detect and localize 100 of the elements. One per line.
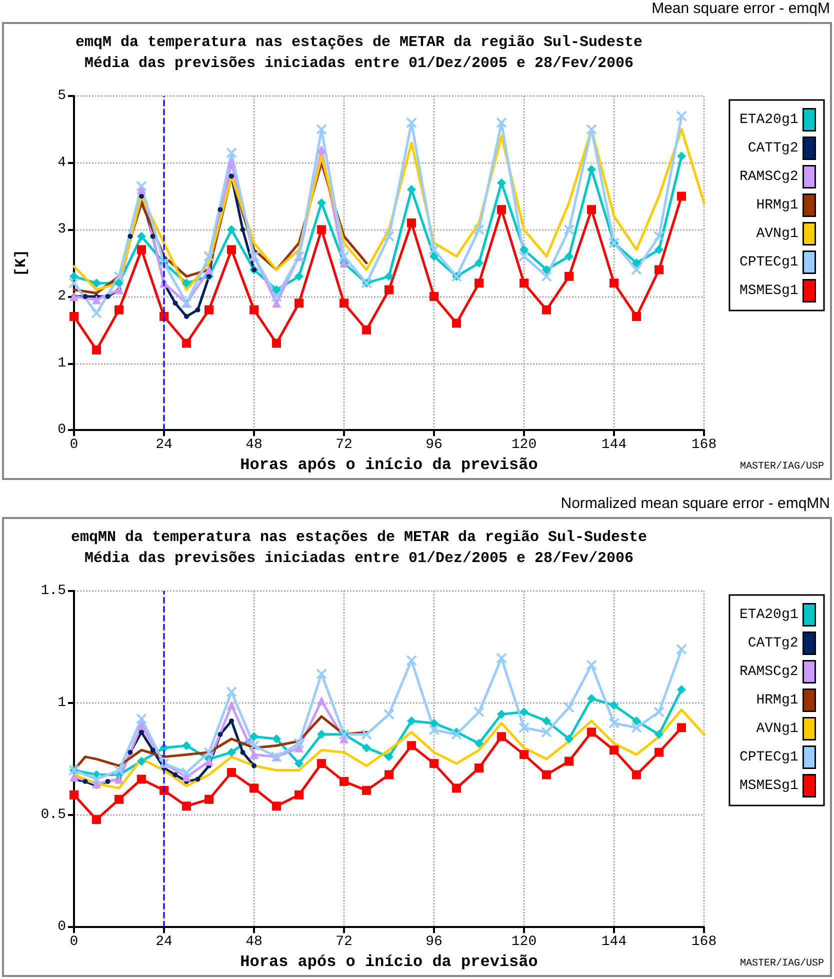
point <box>631 722 642 734</box>
point <box>677 152 686 161</box>
point <box>252 763 256 768</box>
point <box>340 298 348 308</box>
point <box>92 345 101 354</box>
chart-subtitle: Média das previsões iniciadas entre 01/Dez/2005 e 28/Fev/2006 <box>84 550 634 567</box>
legend-label: MSMESg1 <box>739 282 798 299</box>
legend-label: CATTg2 <box>748 140 798 156</box>
point <box>407 741 416 750</box>
point <box>271 290 282 302</box>
y-tick-label: 0 <box>58 919 66 936</box>
point <box>361 728 372 740</box>
point <box>497 732 506 742</box>
y-tick-label: 2 <box>58 288 66 304</box>
point <box>542 305 551 314</box>
point <box>105 294 110 299</box>
x-tick-label: 96 <box>426 934 442 950</box>
point <box>204 250 214 262</box>
x-tick-label: 0 <box>70 934 78 950</box>
legend-label: RAMSCg2 <box>739 168 798 185</box>
point <box>384 272 394 281</box>
y-tick-label: 1.5 <box>40 583 66 599</box>
point <box>272 285 281 294</box>
point <box>91 308 102 319</box>
legend-label: AVNg1 <box>756 226 798 242</box>
point <box>250 750 258 760</box>
point <box>114 764 124 776</box>
point <box>610 746 618 755</box>
point <box>70 312 78 322</box>
point <box>406 117 417 128</box>
point <box>520 245 528 254</box>
chart-subtitle: Média das previsões iniciadas entre 01/Dez/2005 e 28/Fev/2006 <box>84 55 634 72</box>
point <box>114 278 124 288</box>
point <box>137 756 146 766</box>
x-tick-label: 24 <box>156 934 172 950</box>
point <box>128 750 133 755</box>
point <box>497 710 506 719</box>
legend-label: CATTg2 <box>748 635 798 652</box>
point <box>677 192 686 201</box>
point <box>294 738 304 749</box>
point <box>204 265 214 274</box>
x-tick-label: 48 <box>246 934 262 950</box>
legend-label: HRMg1 <box>756 197 798 214</box>
point <box>518 722 530 734</box>
point <box>114 305 124 314</box>
point <box>272 734 281 744</box>
point <box>407 218 416 228</box>
x-tick-label: 0 <box>70 437 78 454</box>
point <box>317 198 326 208</box>
text: Mean square error - emqM <box>652 0 830 17</box>
point <box>139 194 144 199</box>
y-tick-label: 1 <box>58 355 66 372</box>
point <box>452 784 461 793</box>
point <box>114 794 124 804</box>
text: MASTER/IAG/USP <box>740 958 824 970</box>
point <box>240 750 246 755</box>
point <box>586 659 597 670</box>
point <box>384 770 394 780</box>
point <box>182 338 191 348</box>
point <box>430 759 438 768</box>
point <box>68 278 80 289</box>
point <box>520 707 528 716</box>
point <box>428 244 440 256</box>
x-tick-label: 168 <box>691 934 717 950</box>
point <box>474 706 484 718</box>
y-tick-label: 5 <box>58 88 66 104</box>
text: Normalized mean square error - emqMN <box>560 495 830 512</box>
point <box>541 726 552 738</box>
point <box>150 234 156 239</box>
point <box>128 234 133 239</box>
point <box>587 728 596 737</box>
point <box>340 776 348 786</box>
point <box>226 686 237 698</box>
point <box>474 738 484 748</box>
point <box>317 696 326 706</box>
point <box>317 759 326 768</box>
x-tick-label: 120 <box>511 934 537 950</box>
point <box>496 652 507 664</box>
point <box>229 174 234 179</box>
point <box>676 644 687 655</box>
point <box>676 110 687 122</box>
point <box>564 702 574 714</box>
legend-label: CPTECg1 <box>739 254 798 270</box>
point <box>564 734 574 744</box>
point <box>564 756 574 766</box>
x-tick-label: 144 <box>601 437 627 454</box>
point <box>218 207 223 212</box>
point <box>632 716 641 726</box>
point <box>227 225 236 234</box>
point <box>181 766 192 778</box>
point <box>608 718 620 729</box>
point <box>518 250 530 262</box>
point <box>564 252 574 261</box>
legend-label: CPTECg1 <box>739 749 798 766</box>
point <box>654 230 664 242</box>
point <box>520 750 528 760</box>
point <box>294 298 304 308</box>
point <box>428 724 440 736</box>
point <box>150 748 156 753</box>
point <box>542 716 551 726</box>
